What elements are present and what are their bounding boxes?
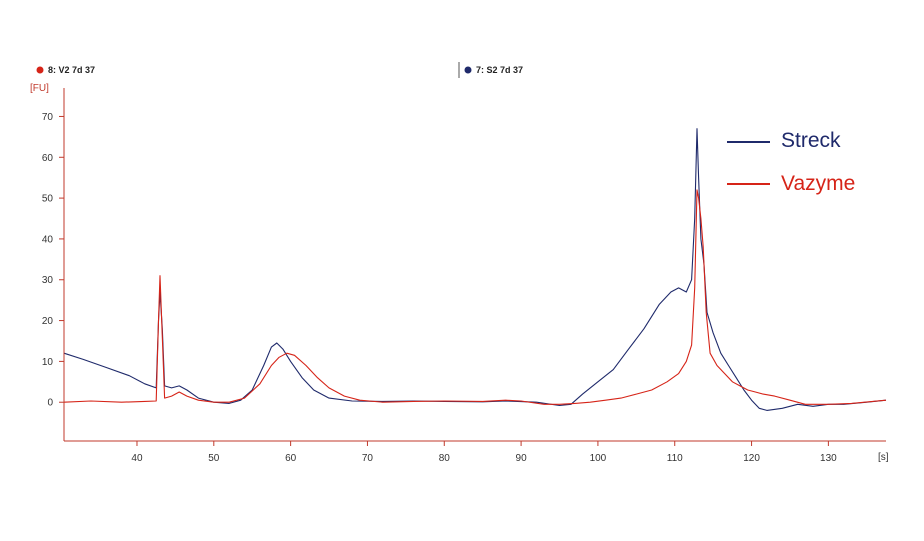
y-tick-label: 20 — [42, 316, 54, 327]
x-tick-label: 70 — [362, 453, 374, 464]
series-line-vazyme — [63, 189, 887, 405]
x-tick-label: 90 — [516, 453, 528, 464]
y-tick-label: 30 — [42, 275, 54, 286]
legend-label-vazyme: Vazyme — [781, 172, 855, 195]
sample-1-label: 8: V2 7d 37 — [48, 65, 95, 75]
y-axis-label: [FU] — [30, 83, 49, 94]
sample-label-1: 8: V2 7d 37 — [36, 65, 95, 75]
x-tick-label: 60 — [285, 453, 297, 464]
x-tick-label: 40 — [131, 453, 143, 464]
legend-label-streck: Streck — [781, 129, 841, 152]
y-tick-label: 40 — [42, 234, 54, 245]
x-tick-label: 50 — [208, 453, 220, 464]
x-axis-ticks: 40 50 60 70 80 90 100 110 120 130 — [131, 441, 837, 464]
y-axis-ticks: 0 10 20 30 40 50 60 70 — [42, 112, 64, 409]
x-tick-label: 100 — [590, 453, 607, 464]
x-tick-label: 120 — [743, 453, 760, 464]
legend: Streck Vazyme — [727, 129, 855, 195]
sample-2-label: 7: S2 7d 37 — [476, 65, 523, 75]
y-tick-label: 0 — [47, 398, 53, 409]
x-axis-label: [s] — [878, 452, 889, 463]
y-tick-label: 50 — [42, 194, 54, 205]
x-tick-label: 80 — [439, 453, 451, 464]
y-tick-label: 60 — [42, 153, 54, 164]
y-tick-label: 70 — [42, 112, 54, 123]
x-tick-label: 110 — [667, 453, 683, 464]
series-layer — [63, 128, 887, 411]
series-line-streck — [63, 128, 887, 411]
y-tick-label: 10 — [42, 357, 54, 368]
sample-1-dot-icon — [36, 66, 44, 74]
sample-2-dot-icon — [464, 66, 472, 74]
sample-label-2: 7: S2 7d 37 — [458, 62, 523, 78]
x-tick-label: 130 — [820, 453, 837, 464]
